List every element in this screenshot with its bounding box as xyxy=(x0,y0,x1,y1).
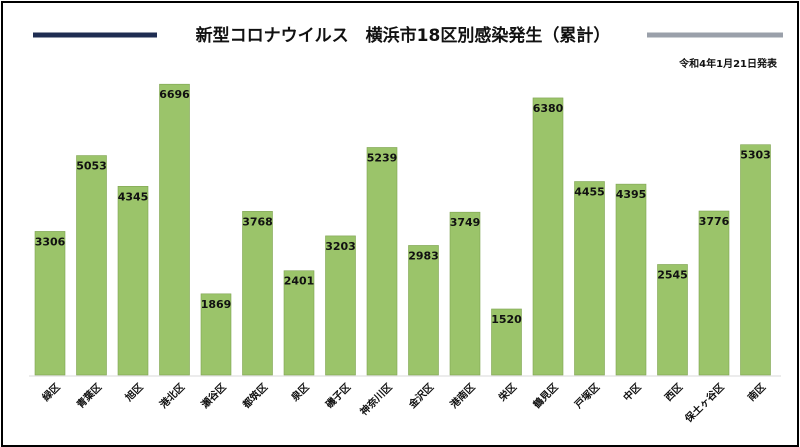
bar-9 xyxy=(408,245,439,376)
value-label-8: 5239 xyxy=(367,151,398,164)
category-label-14: 中区 xyxy=(620,380,643,403)
value-label-14: 4395 xyxy=(616,188,647,201)
category-labels-group: 緑区 青葉区 旭区 港北区 瀬谷区 都筑区 泉区 磯子区 神奈川区 金沢区 港南区 栄区 鶴見区 戸塚区中… xyxy=(39,380,768,425)
category-label-4: 瀬谷区 xyxy=(198,380,228,410)
category-label-12: 鶴見区 xyxy=(530,380,560,410)
value-label-5: 3768 xyxy=(242,215,273,228)
value-label-16: 3776 xyxy=(699,215,730,228)
bar-1 xyxy=(76,155,107,376)
value-label-11: 1520 xyxy=(491,313,522,326)
value-label-1: 5053 xyxy=(76,160,107,173)
category-label-8: 神奈川区 xyxy=(357,380,394,417)
bar-2 xyxy=(117,186,149,376)
value-label-10: 3749 xyxy=(450,216,481,229)
category-label-5: 都筑区 xyxy=(239,380,270,411)
bar-7 xyxy=(325,235,356,376)
category-label-10: 港南区 xyxy=(447,380,477,410)
bars-group xyxy=(34,83,771,376)
bar-15 xyxy=(657,264,688,376)
value-label-17: 5303 xyxy=(740,149,771,162)
category-label-15: 西区 xyxy=(663,381,686,404)
value-label-3: 6696 xyxy=(159,88,190,101)
category-label-13: 戸塚区 xyxy=(572,380,602,410)
value-label-6: 2401 xyxy=(284,275,315,288)
value-label-9: 2983 xyxy=(408,249,439,262)
category-label-11: 栄区 xyxy=(495,380,519,404)
bar-11 xyxy=(491,308,522,376)
chart-title: 新型コロナウイルス 横浜市18区別感染発生（累計） xyxy=(196,25,611,46)
category-label-16: 保土ヶ谷区 xyxy=(681,380,726,425)
category-label-2: 旭区 xyxy=(122,380,146,404)
value-label-4: 1869 xyxy=(201,298,232,311)
bar-10 xyxy=(449,211,481,376)
chart-subtitle: 令和4年1月21日発表 xyxy=(678,57,778,70)
value-label-0: 3306 xyxy=(35,235,66,248)
category-label-9: 金沢区 xyxy=(405,380,436,411)
bar-14 xyxy=(615,183,647,376)
value-label-12: 6380 xyxy=(533,102,564,115)
category-label-17: 南区 xyxy=(745,380,768,403)
category-label-7: 磯子区 xyxy=(323,380,353,410)
category-label-6: 泉区 xyxy=(288,380,312,404)
bar-4 xyxy=(200,293,232,376)
bar-13 xyxy=(574,181,605,376)
value-label-7: 3203 xyxy=(325,240,356,253)
bar-8 xyxy=(366,147,398,376)
bar-0 xyxy=(34,231,66,376)
value-labels-group: 3306 5053 4345 6696 1869 3768 2401 3203 5239 2983… xyxy=(35,88,771,326)
bar-12 xyxy=(532,97,564,376)
category-label-0: 緑区 xyxy=(39,380,62,403)
value-label-15: 2545 xyxy=(657,268,688,281)
bar-17 xyxy=(740,144,771,376)
category-label-1: 青葉区 xyxy=(74,380,104,410)
bar-16 xyxy=(698,210,730,376)
value-label-13: 4455 xyxy=(574,186,605,199)
value-label-2: 4345 xyxy=(118,190,149,203)
category-label-3: 港北区 xyxy=(157,380,187,410)
bar-chart: 新型コロナウイルス 横浜市18区別感染発生（累計） 令和4年1月21日発表 33… xyxy=(29,25,783,426)
bar-3 xyxy=(159,83,190,376)
bar-6 xyxy=(283,270,315,376)
bar-5 xyxy=(242,211,273,376)
